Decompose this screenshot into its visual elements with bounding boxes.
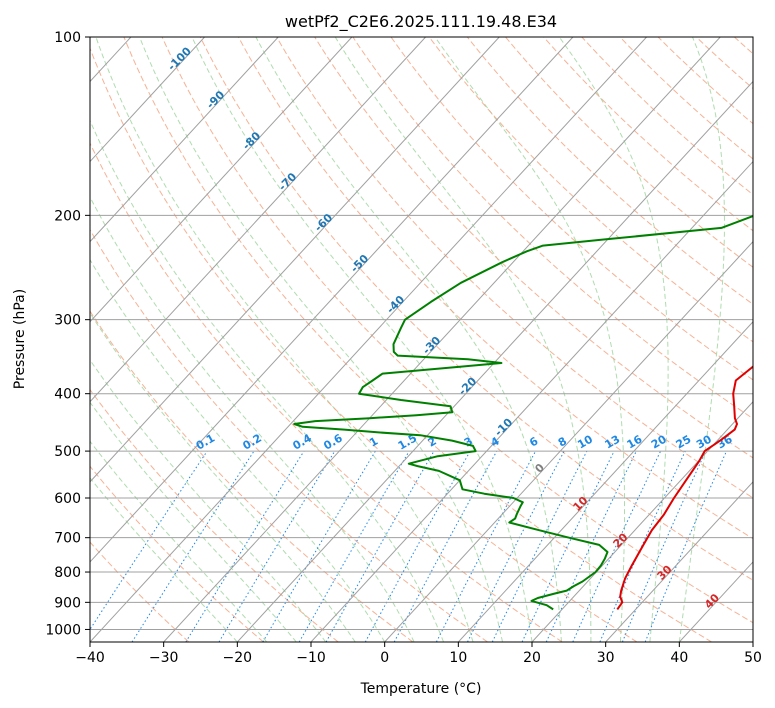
mixing-ratio-line — [262, 450, 376, 642]
moist-adiabat — [255, 37, 562, 642]
mixing-ratio-line — [521, 450, 615, 642]
dry-adiabat — [543, 37, 753, 232]
mixing-ratio-line — [621, 450, 707, 642]
dry-adiabat — [428, 37, 753, 343]
dry-adiabat — [161, 37, 753, 624]
dry-adiabat — [90, 228, 488, 642]
x-axis-label: Temperature (°C) — [360, 681, 482, 697]
isotherm-line — [90, 37, 279, 243]
x-tick-label: 40 — [670, 650, 688, 666]
y-tick-label: 500 — [54, 444, 81, 460]
moist-adiabat — [678, 37, 726, 642]
x-tick-label: 50 — [744, 650, 762, 666]
dry-adiabat — [90, 142, 563, 642]
mixing-ratio-line — [131, 450, 255, 642]
moist-adiabat — [90, 258, 386, 642]
dry-adiabat — [619, 37, 753, 160]
dry-adiabat — [581, 37, 753, 196]
isotherm-line — [90, 37, 574, 563]
moist-adiabat — [191, 37, 533, 642]
background-lines — [90, 37, 753, 642]
isotherm-line — [90, 37, 500, 483]
dry-adiabat — [466, 37, 753, 305]
y-tick-label: 300 — [54, 313, 81, 329]
dry-adiabat — [90, 388, 339, 642]
x-tick-label: −10 — [296, 650, 326, 666]
mixing-ratio-line — [185, 450, 305, 642]
moist-adiabat — [90, 440, 268, 642]
dry-adiabat — [90, 47, 638, 642]
dry-adiabat — [123, 37, 712, 642]
x-tick-label: 30 — [597, 650, 615, 666]
profiles — [293, 215, 753, 611]
x-tick-label: −20 — [223, 650, 253, 666]
moist-adiabat — [558, 37, 669, 642]
isotherm-line — [605, 481, 753, 642]
x-tick-label: 10 — [449, 650, 467, 666]
mixing-ratio-line — [218, 450, 336, 642]
dry-adiabat — [390, 37, 753, 381]
mixing-ratio-line — [325, 450, 435, 642]
isotherm-line — [384, 240, 753, 642]
mixing-ratio-line — [491, 450, 588, 642]
isotherm-line — [90, 37, 353, 323]
isotherm-line — [90, 37, 647, 642]
moist-adiabat — [90, 477, 238, 642]
isotherm-line — [236, 80, 753, 642]
dewpoint-profile — [293, 215, 753, 611]
y-tick-label: 400 — [54, 387, 81, 403]
dry-adiabat — [90, 465, 264, 642]
moist-adiabat — [334, 37, 592, 642]
plot-frame — [89, 36, 754, 643]
isotherm-line — [457, 320, 753, 642]
y-tick-label: 100 — [54, 30, 81, 46]
mixing-ratio-line — [545, 450, 637, 642]
x-tick-label: 20 — [523, 650, 541, 666]
moist-adiabat — [139, 37, 503, 642]
y-tick-label: 200 — [54, 208, 81, 224]
y-tick-label: 800 — [54, 565, 81, 581]
dry-adiabat — [276, 37, 753, 499]
isotherm-line — [310, 160, 753, 642]
moist-adiabat — [90, 119, 445, 642]
moist-adiabat — [90, 312, 356, 642]
dry-adiabat — [199, 37, 753, 581]
mixing-ratio-line — [572, 450, 662, 642]
y-tick-label: 600 — [54, 491, 81, 507]
isotherm-line — [531, 401, 753, 642]
isotherm-line — [90, 37, 205, 163]
y-axis-label: Pressure (hPa) — [12, 289, 28, 389]
axes: −40 −30 −20 −10 0 10 20 30 40 50 100 200 300 400 500 60… — [45, 30, 762, 666]
mixing-ratio-line — [644, 450, 727, 642]
temperature-profile — [616, 365, 753, 610]
x-tick-label: −40 — [75, 650, 105, 666]
x-tick-label: −30 — [149, 650, 179, 666]
y-tick-label: 1000 — [45, 622, 81, 638]
dry-adiabat — [505, 37, 753, 268]
chart-title: wetPf2_C2E6.2025.111.19.48.E34 — [285, 12, 557, 32]
mixing-ratio-line — [298, 450, 410, 642]
moist-adiabat — [95, 37, 474, 642]
isotherm-line — [163, 37, 721, 642]
y-tick-label: 700 — [54, 531, 81, 547]
dry-adiabat — [352, 37, 753, 420]
x-tick-label: 0 — [380, 650, 389, 666]
isotherm-line — [90, 37, 426, 403]
mixing-ratio-line — [393, 450, 498, 642]
grid-lines — [90, 37, 753, 642]
y-tick-label: 900 — [54, 595, 81, 611]
mixing-ratio-line — [364, 450, 471, 642]
